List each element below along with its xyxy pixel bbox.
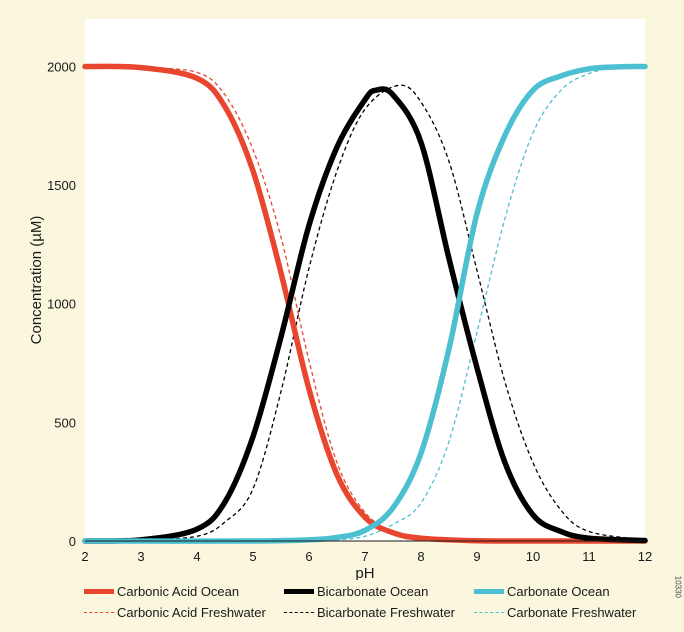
legend-item-carbonic-acid-ocean: Carbonic Acid Ocean [84,584,284,599]
x-tick-label: 11 [582,549,596,564]
x-tick-label: 12 [638,549,652,564]
legend-label: Carbonate Ocean [507,584,610,599]
series-carbonic-acid-freshwater [84,65,645,542]
series-carbonate-freshwater [84,65,646,542]
x-tick-label: 8 [417,549,424,564]
legend-swatch [284,589,314,594]
legend-swatch [84,612,114,613]
x-axis-title: pH [355,565,374,580]
x-tick-label: 2 [81,549,88,564]
legend-label: Bicarbonate Ocean [317,584,429,599]
x-tick-labels: 2 3 4 5 6 7 8 9 10 11 12 [81,549,652,564]
legend-item-carbonic-acid-freshwater: Carbonic Acid Freshwater [84,605,284,620]
x-tick-label: 6 [305,549,312,564]
y-tick-label: 500 [54,415,76,430]
chart: 2 3 4 5 6 7 8 9 10 11 12 0 500 1000 1500 2000 pH Conce… [28,19,652,580]
legend-label: Bicarbonate Freshwater [317,605,456,620]
series-bicarbonate-freshwater [84,84,646,542]
legend-swatch [474,612,504,613]
legend-label: Carbonate Freshwater [507,605,637,620]
series-carbonate-ocean [82,63,648,544]
y-axis-title: Concentration (µM) [28,216,45,345]
figure-code: 10330 [673,575,682,598]
y-tick-label: 1000 [47,297,76,312]
x-tick-label: 5 [249,549,256,564]
legend-swatch [84,589,114,594]
legend-item-bicarbonate-ocean: Bicarbonate Ocean [284,584,474,599]
x-tick-label: 9 [473,549,480,564]
legend: Carbonic Acid Ocean Bicarbonate Ocean Ca… [84,584,654,620]
plot-area [85,19,645,541]
y-tick-label: 0 [69,534,76,549]
legend-item-carbonate-ocean: Carbonate Ocean [474,584,654,599]
x-tick-label: 4 [193,549,200,564]
legend-label: Carbonic Acid Freshwater [117,605,266,620]
legend-swatch [474,589,504,594]
legend-item-carbonate-freshwater: Carbonate Freshwater [474,605,654,620]
x-tick-label: 7 [361,549,368,564]
series-bicarbonate-ocean [82,86,648,544]
y-tick-label: 1500 [47,178,76,193]
y-tick-labels: 0 500 1000 1500 2000 [47,59,76,549]
x-tick-label: 10 [526,549,540,564]
legend-label: Carbonic Acid Ocean [117,584,240,599]
legend-item-bicarbonate-freshwater: Bicarbonate Freshwater [284,605,474,620]
legend-swatch [284,612,314,613]
x-tick-label: 3 [137,549,144,564]
y-tick-label: 2000 [47,59,76,74]
